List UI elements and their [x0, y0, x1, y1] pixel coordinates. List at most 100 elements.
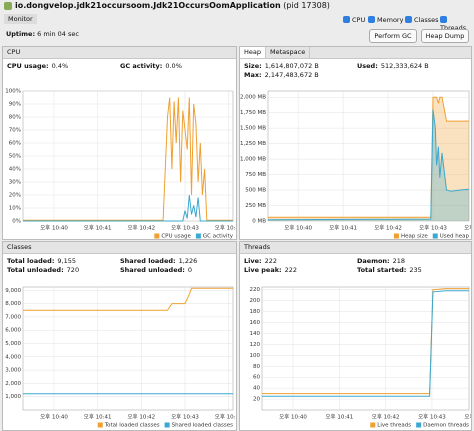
- stat: GC activity: 0.0%: [120, 62, 182, 70]
- y-tick-label: 120: [250, 342, 261, 348]
- x-tick-label: 오후 10:43: [171, 414, 199, 421]
- y-tick-label: 8,000: [5, 301, 21, 307]
- x-tick-label: 오후 10:41: [325, 414, 353, 421]
- x-tick-label: 오후 10:42: [127, 414, 155, 421]
- heap-dump-button[interactable]: Heap Dump: [421, 29, 469, 43]
- y-tick-label: 80%: [9, 115, 21, 121]
- area-fill: [268, 109, 469, 221]
- x-tick-label: 오후 10:44: [464, 225, 471, 232]
- y-tick-label: 1,000: [5, 394, 21, 400]
- checkbox[interactable]: Threads: [440, 16, 474, 32]
- panel-header: CPU: [3, 47, 236, 59]
- checkbox[interactable]: Classes: [405, 16, 439, 24]
- y-tick-label: 500 MB: [245, 188, 266, 194]
- stat-value: 1,226: [178, 257, 198, 265]
- plot-area: [22, 286, 234, 411]
- y-tick-label: 10%: [9, 206, 21, 212]
- series-line: [262, 290, 469, 397]
- stat-label: Used:: [357, 62, 378, 70]
- legend-label: Shared loaded classes: [172, 423, 234, 429]
- stat: Total loaded: 9,155: [7, 257, 76, 265]
- checkbox-label: CPU: [352, 16, 366, 24]
- checkbox[interactable]: Memory: [368, 16, 403, 24]
- stat-value: 0.0%: [165, 62, 182, 70]
- stat-label: Live:: [244, 257, 262, 265]
- uptime-value: 6 min 04 sec: [37, 30, 79, 38]
- stat-value: 0.4%: [51, 62, 69, 70]
- stat-label: Live peak:: [244, 266, 282, 274]
- uptime-label: Uptime:: [6, 30, 36, 38]
- stat-value: 720: [66, 266, 80, 274]
- stat-value: 218: [392, 257, 406, 265]
- stat: Used: 512,333,624 B: [357, 62, 429, 70]
- chart: 0 MB 250 MB 500 MB 750 MB 1,000 MB 1,250 MB 1,…: [240, 90, 471, 240]
- plot-area: [261, 286, 470, 411]
- stat-label: Daemon:: [357, 257, 390, 265]
- panel-tab: Heap: [240, 47, 266, 58]
- stat-value: 222: [264, 257, 278, 265]
- x-tick-label: 오후 10:44: [464, 414, 471, 421]
- stat: Max: 2,147,483,672 B: [244, 71, 319, 79]
- legend-label: Used heap: [440, 234, 470, 240]
- stat-value: 9,155: [57, 257, 77, 265]
- stat: Total unloaded: 720: [7, 266, 79, 274]
- y-tick-label: 1,500 MB: [240, 126, 266, 132]
- legend-swatch: [416, 422, 422, 428]
- y-tick-label: 30%: [9, 180, 21, 186]
- app-name: io.dongvelop.jdk21occursoom.Jdk21OccursO…: [15, 1, 281, 10]
- stat-value: 512,333,624 B: [380, 62, 429, 70]
- x-tick-label: 오후 10:43: [171, 225, 199, 232]
- x-tick-label: 오후 10:44: [215, 225, 236, 232]
- stat: Daemon: 218: [357, 257, 405, 265]
- y-tick-label: 20%: [9, 193, 21, 199]
- legend-swatch: [432, 233, 438, 239]
- panel: Heap Metaspace Size: 1,614,807,072 B Used: 51…: [239, 46, 472, 240]
- x-tick-label: 오후 10:40: [40, 414, 68, 421]
- stat-label: Shared unloaded:: [120, 266, 185, 274]
- y-tick-label: 100: [250, 353, 261, 359]
- legend-label: CPU usage: [161, 234, 191, 240]
- legend-label: GC activity: [203, 234, 234, 240]
- panel: Classes Total loaded: 9,155 Shared loaded: 1…: [2, 241, 237, 431]
- y-tick-label: 9,000: [5, 288, 21, 294]
- y-tick-label: 70%: [9, 128, 21, 134]
- panel-title: Threads: [244, 243, 271, 251]
- x-tick-label: 오후 10:41: [329, 225, 357, 232]
- y-tick-label: 180: [250, 309, 261, 315]
- checkbox[interactable]: CPU: [343, 16, 365, 24]
- stat-value: 2,147,483,672 B: [264, 71, 319, 79]
- x-tick-label: 오후 10:42: [372, 414, 400, 421]
- y-tick-label: 750 MB: [245, 172, 266, 178]
- y-tick-label: 80: [253, 364, 260, 370]
- legend-swatch: [154, 233, 160, 239]
- app-title: io.dongvelop.jdk21occursoom.Jdk21OccursO…: [15, 1, 330, 10]
- area-fill: [268, 97, 469, 221]
- panel: Threads Live: 222 Daemon: 218 Live peak: 222 To…: [239, 241, 472, 431]
- stat-label: Max:: [244, 71, 262, 79]
- y-tick-label: 7,000: [5, 314, 21, 320]
- y-tick-label: 3,000: [5, 368, 21, 374]
- stat-value: 222: [284, 266, 298, 274]
- monitor-tab[interactable]: Monitor: [4, 14, 37, 24]
- perform-gc-button[interactable]: Perform GC: [369, 29, 417, 43]
- x-tick-label: 오후 10:40: [40, 225, 68, 232]
- checkbox-label: Classes: [414, 16, 439, 24]
- legend-swatch: [164, 422, 170, 428]
- stat-label: CPU usage:: [7, 62, 49, 70]
- stat: Total started: 235: [357, 266, 422, 274]
- y-tick-label: 1,750 MB: [240, 110, 266, 116]
- x-tick-label: 오후 10:42: [127, 225, 155, 232]
- y-tick-label: 40: [253, 386, 260, 392]
- panel-title: CPU: [7, 48, 21, 56]
- stat: Live: 222: [244, 257, 277, 265]
- y-tick-label: 1,250 MB: [240, 141, 266, 147]
- stat-label: Shared loaded:: [120, 257, 176, 265]
- stat-label: Size:: [244, 62, 262, 70]
- legend-swatch: [195, 233, 201, 239]
- y-tick-label: 2,000: [5, 381, 21, 387]
- y-tick-label: 60%: [9, 141, 21, 147]
- panel-header: Threads: [240, 242, 471, 254]
- series-line: [262, 288, 469, 395]
- panel-title: Classes: [7, 243, 32, 251]
